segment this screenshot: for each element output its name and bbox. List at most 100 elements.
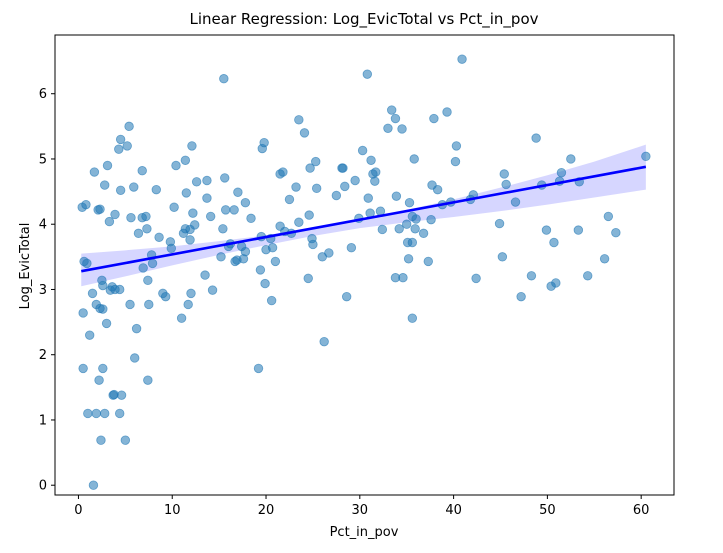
data-point xyxy=(641,151,651,162)
data-point xyxy=(303,273,313,284)
data-point xyxy=(229,205,239,215)
data-point xyxy=(151,184,161,195)
data-point xyxy=(115,134,126,145)
data-point xyxy=(383,123,393,134)
data-point xyxy=(138,263,148,273)
data-point xyxy=(457,54,467,64)
data-point xyxy=(599,254,610,264)
data-point xyxy=(284,194,295,205)
chart-title: Linear Regression: Log_EvicTotal vs Pct_… xyxy=(190,10,539,29)
data-point xyxy=(531,133,541,143)
data-point xyxy=(122,141,132,151)
data-point xyxy=(402,219,412,229)
data-point xyxy=(259,137,269,148)
data-point xyxy=(143,375,153,385)
data-point xyxy=(142,224,152,234)
data-point xyxy=(115,408,125,419)
data-point xyxy=(423,256,433,267)
data-point xyxy=(188,208,198,218)
data-point xyxy=(346,243,357,253)
data-point xyxy=(220,173,230,183)
data-point xyxy=(324,248,334,258)
data-point xyxy=(387,105,397,115)
data-point xyxy=(526,271,537,281)
data-point xyxy=(230,256,240,267)
data-point xyxy=(471,273,481,284)
data-point xyxy=(407,313,418,323)
y-tick-label: 5 xyxy=(39,152,47,167)
x-tick-label: 50 xyxy=(539,503,556,518)
data-point xyxy=(450,156,461,167)
data-point xyxy=(144,299,154,310)
data-point xyxy=(200,270,210,280)
data-point xyxy=(160,291,171,302)
data-point xyxy=(102,160,113,171)
data-point xyxy=(82,258,92,269)
data-point xyxy=(187,141,197,151)
data-point xyxy=(126,212,136,223)
x-tick-label: 0 xyxy=(74,503,82,518)
data-point xyxy=(363,193,373,203)
data-point xyxy=(566,154,576,164)
data-point xyxy=(96,435,106,445)
data-point xyxy=(397,124,407,134)
data-point xyxy=(181,188,192,198)
data-point xyxy=(451,141,462,151)
data-point xyxy=(426,214,436,225)
data-point xyxy=(291,182,301,192)
data-point xyxy=(89,167,100,177)
data-point xyxy=(205,211,216,222)
data-point xyxy=(133,228,144,239)
data-point xyxy=(350,175,360,186)
plot-area xyxy=(77,54,651,490)
data-point xyxy=(270,256,281,267)
data-point xyxy=(191,177,202,187)
data-point xyxy=(357,145,368,156)
x-axis-label: Pct_in_pov xyxy=(330,525,399,540)
x-tick-label: 20 xyxy=(258,503,275,518)
data-point xyxy=(255,265,266,275)
data-point xyxy=(202,175,212,186)
data-point xyxy=(442,107,452,117)
data-point xyxy=(340,181,350,192)
data-point xyxy=(98,363,108,374)
y-tick-label: 1 xyxy=(39,413,47,428)
data-point xyxy=(101,318,112,329)
data-point xyxy=(319,336,329,347)
data-point xyxy=(154,232,164,242)
y-tick-label: 4 xyxy=(39,218,47,233)
data-point xyxy=(94,375,104,385)
data-point xyxy=(311,183,322,194)
data-point xyxy=(240,197,251,208)
data-point xyxy=(267,243,278,253)
data-point xyxy=(166,243,177,254)
x-tick-label: 60 xyxy=(633,503,650,518)
data-point xyxy=(110,209,120,220)
x-tick-label: 30 xyxy=(352,503,369,518)
data-point xyxy=(116,390,127,400)
data-point xyxy=(394,224,404,234)
data-point xyxy=(299,128,310,138)
data-point xyxy=(246,213,256,224)
data-point xyxy=(573,225,584,235)
data-point xyxy=(411,214,421,224)
data-point xyxy=(130,353,140,363)
data-point xyxy=(83,408,93,419)
data-point xyxy=(147,258,158,269)
data-point xyxy=(377,224,388,235)
data-point xyxy=(549,237,559,248)
data-point xyxy=(305,163,315,173)
data-point xyxy=(81,199,91,210)
data-point xyxy=(120,435,131,445)
data-point xyxy=(91,408,101,419)
data-point xyxy=(362,69,373,79)
data-point xyxy=(125,299,135,310)
y-tick-label: 6 xyxy=(39,87,47,102)
data-point xyxy=(95,204,105,214)
data-point xyxy=(88,480,99,490)
x-axis: 0 10 20 30 40 50 60 xyxy=(74,495,649,518)
data-point xyxy=(171,160,181,171)
data-point xyxy=(371,167,381,177)
y-tick-label: 2 xyxy=(39,348,47,363)
data-point xyxy=(137,166,147,176)
